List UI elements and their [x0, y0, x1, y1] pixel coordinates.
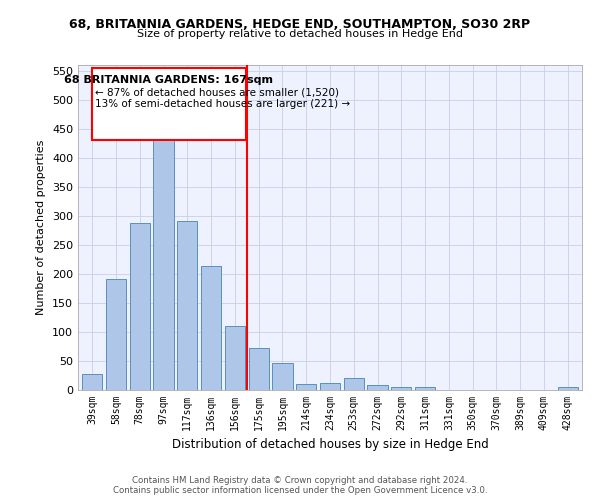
Bar	[225, 326, 245, 390]
Bar	[320, 383, 340, 390]
Bar	[367, 386, 388, 390]
Bar	[248, 348, 269, 390]
Bar	[557, 387, 578, 390]
Text: 68, BRITANNIA GARDENS, HEDGE END, SOUTHAMPTON, SO30 2RP: 68, BRITANNIA GARDENS, HEDGE END, SOUTHA…	[70, 18, 530, 30]
Bar	[272, 364, 293, 390]
X-axis label: Distribution of detached houses by size in Hedge End: Distribution of detached houses by size …	[172, 438, 488, 452]
Text: ← 87% of detached houses are smaller (1,520): ← 87% of detached houses are smaller (1,…	[95, 87, 338, 97]
FancyBboxPatch shape	[92, 68, 247, 140]
Text: 68 BRITANNIA GARDENS: 167sqm: 68 BRITANNIA GARDENS: 167sqm	[64, 75, 273, 85]
Text: Contains HM Land Registry data © Crown copyright and database right 2024.: Contains HM Land Registry data © Crown c…	[132, 476, 468, 485]
Bar	[415, 386, 435, 390]
Text: 13% of semi-detached houses are larger (221) →: 13% of semi-detached houses are larger (…	[95, 98, 350, 108]
Bar	[130, 224, 150, 390]
Bar	[177, 221, 197, 390]
Text: Contains public sector information licensed under the Open Government Licence v3: Contains public sector information licen…	[113, 486, 487, 495]
Y-axis label: Number of detached properties: Number of detached properties	[37, 140, 46, 315]
Bar	[82, 374, 103, 390]
Bar	[201, 266, 221, 390]
Bar	[344, 378, 364, 390]
Text: Size of property relative to detached houses in Hedge End: Size of property relative to detached ho…	[137, 29, 463, 39]
Bar	[391, 387, 412, 390]
Bar	[296, 384, 316, 390]
Bar	[106, 279, 126, 390]
Bar	[154, 123, 173, 390]
